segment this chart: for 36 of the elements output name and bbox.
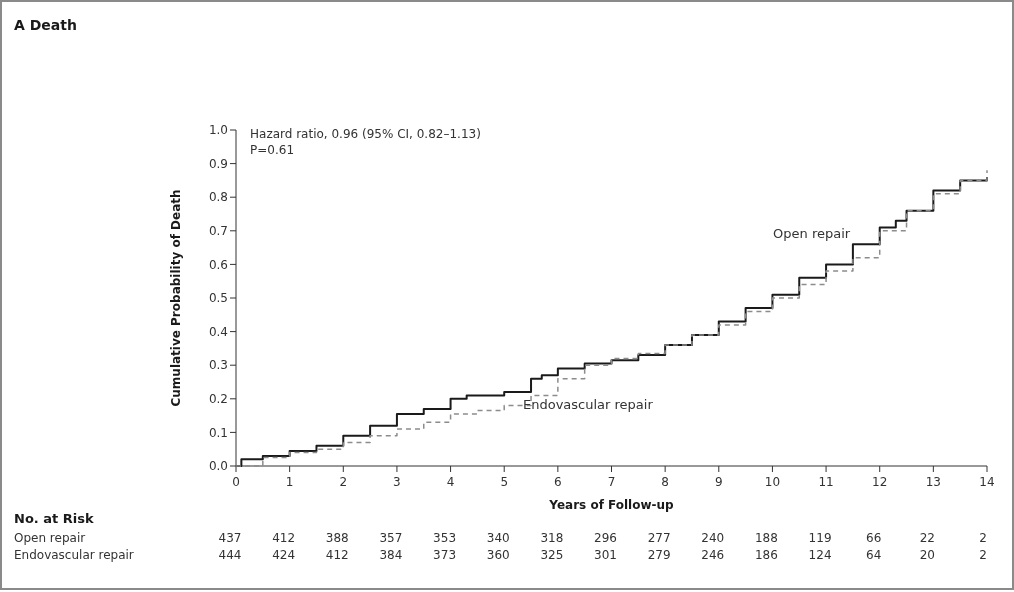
x-tick-label: 9 — [714, 475, 723, 489]
x-tick-label: 1 — [285, 475, 294, 489]
x-tick-label: 8 — [661, 475, 669, 489]
y-axis-title: Cumulative Probability of Death — [169, 189, 183, 407]
x-tick-label: 2 — [339, 475, 348, 489]
text: No. at Risk — [14, 511, 94, 526]
y-tick-label: 0.6 — [208, 257, 228, 272]
x-tick-label: 10 — [764, 475, 781, 489]
text: Open repair 437 412 388 357 353 340 318 296 277 240 188 119 66 22 2 — [14, 531, 987, 545]
annotation: P=0.61 — [250, 143, 295, 157]
x-tick-label: 7 — [607, 475, 616, 489]
y-tick-label: 0.4 — [208, 324, 228, 339]
y-tick-label: 0.0 — [208, 459, 228, 474]
x-tick-label: 6 — [554, 475, 562, 489]
annotation: Hazard ratio, 0.96 (95% CI, 0.82–1.13) — [250, 127, 481, 141]
x-tick-label: 14 — [979, 475, 995, 489]
x-tick-label: 13 — [925, 475, 941, 489]
y-tick-label: 0.5 — [208, 291, 228, 306]
x-tick-label: 11 — [818, 475, 834, 489]
text: Endovascular repair 444 424 412 384 373 360 325 301 279 246 186 124 64 20 2 — [14, 548, 987, 562]
x-tick-label: 4 — [446, 475, 455, 489]
x-axis-title: Years of Follow-up — [548, 498, 675, 512]
y-tick-label: 1.0 — [208, 123, 228, 138]
y-tick-label: 0.1 — [208, 425, 228, 440]
x-tick-label: 5 — [500, 475, 509, 489]
x-tick-label: 12 — [872, 475, 888, 489]
text: A Death — [14, 17, 77, 33]
y-tick-label: 0.2 — [208, 392, 228, 406]
series-label: Open repair — [773, 225, 851, 241]
x-tick-label: 3 — [393, 475, 401, 489]
y-tick-label: 0.8 — [208, 190, 228, 205]
y-tick-label: 0.9 — [208, 156, 228, 171]
y-tick-label: 0.3 — [208, 358, 228, 373]
series-label: Endovascular repair — [522, 396, 654, 412]
y-tick-label: 0.7 — [208, 224, 228, 238]
x-tick-label: 0 — [232, 475, 240, 489]
